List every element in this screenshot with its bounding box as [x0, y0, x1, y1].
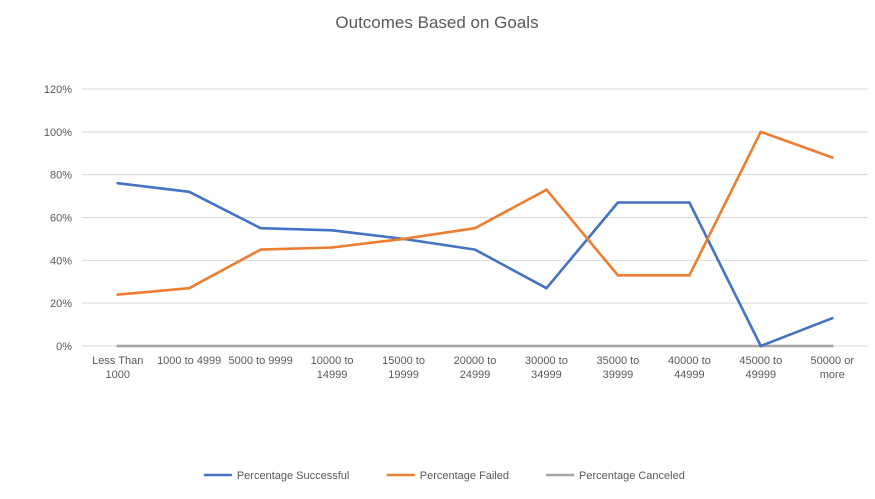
- data-point: [830, 316, 834, 320]
- data-point: [473, 248, 477, 251]
- y-tick-label: 40%: [50, 255, 72, 267]
- data-point: [187, 190, 191, 194]
- data-point: [116, 293, 120, 296]
- legend-item-percentage-failed[interactable]: Percentage Failed: [386, 470, 509, 482]
- data-point: [116, 181, 120, 185]
- data-point: [759, 130, 763, 134]
- data-point: [259, 344, 262, 348]
- legend-label: Percentage Successful: [237, 470, 350, 482]
- x-tick-label: 40000 to 44999: [668, 355, 711, 381]
- y-tick-label: 60%: [50, 213, 72, 225]
- data-point: [545, 188, 548, 191]
- data-point: [688, 274, 691, 277]
- data-point: [259, 248, 262, 251]
- data-point: [545, 286, 548, 290]
- y-axis-ticks: 0% 20% 40% 60% 80% 100% 120%: [44, 84, 72, 353]
- series-line-percentage-successful: [116, 181, 834, 348]
- series-line-percentage-failed: [116, 130, 834, 296]
- y-tick-label: 0%: [56, 341, 72, 353]
- data-point: [116, 344, 120, 348]
- y-tick-label: 80%: [50, 170, 72, 182]
- data-point: [616, 201, 620, 204]
- data-point: [688, 344, 691, 348]
- gridlines: [82, 88, 868, 347]
- data-point: [830, 156, 834, 159]
- y-tick-label: 20%: [50, 298, 72, 310]
- data-point: [830, 344, 834, 348]
- legend-label: Percentage Failed: [420, 470, 509, 482]
- data-point: [187, 344, 191, 348]
- x-tick-label: 45000 to 49999: [739, 355, 782, 381]
- legend-label: Percentage Canceled: [579, 470, 685, 482]
- data-point: [616, 344, 620, 348]
- x-tick-label: 1000 to 4999: [157, 355, 221, 367]
- data-point: [759, 344, 763, 348]
- series-lines: [116, 130, 834, 348]
- data-point: [473, 344, 477, 348]
- x-tick-label: 50000 or more: [811, 355, 855, 381]
- data-point: [616, 274, 620, 277]
- data-point: [473, 226, 477, 230]
- data-point: [330, 246, 334, 249]
- x-tick-label: 30000 to 34999: [525, 355, 568, 381]
- data-point: [259, 226, 262, 230]
- x-tick-label: 15000 to 19999: [382, 355, 425, 381]
- data-point: [402, 344, 405, 348]
- x-tick-label: 20000 to 24999: [454, 355, 497, 381]
- legend[interactable]: Percentage Successful Percentage Failed Pe…: [203, 470, 685, 482]
- data-point: [688, 201, 691, 204]
- data-point: [187, 286, 191, 290]
- data-point: [330, 344, 334, 348]
- y-tick-label: 120%: [44, 84, 72, 96]
- x-axis-ticks: Less Than 1000 1000 to 4999 5000 to 9999 100…: [92, 355, 854, 381]
- legend-item-percentage-successful[interactable]: Percentage Successful: [203, 470, 350, 482]
- y-tick-label: 100%: [44, 127, 72, 139]
- x-tick-label: 5000 to 9999: [229, 355, 293, 367]
- x-tick-label: 35000 to 39999: [596, 355, 639, 381]
- chart-title: Outcomes Based on Goals: [335, 13, 538, 32]
- data-point: [330, 229, 334, 232]
- legend-item-percentage-canceled[interactable]: Percentage Canceled: [546, 470, 685, 482]
- x-tick-label: 10000 to 14999: [311, 355, 354, 381]
- data-point: [545, 344, 548, 348]
- data-point: [402, 237, 405, 241]
- x-tick-label: Less Than 1000: [92, 355, 143, 381]
